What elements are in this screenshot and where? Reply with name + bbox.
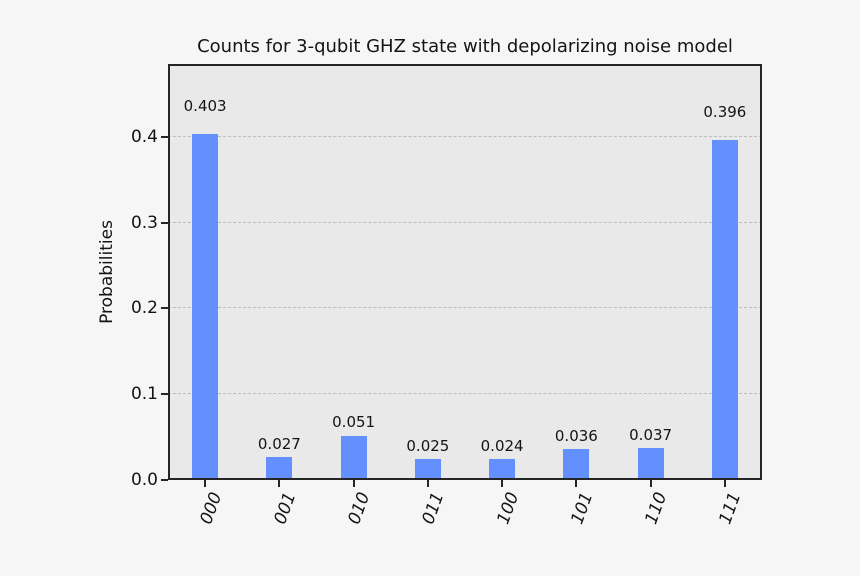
- x-tick-label: 001: [270, 489, 301, 527]
- y-axis-label: Probabilities: [97, 220, 117, 324]
- bar-100: [489, 459, 516, 480]
- x-tick-mark: [278, 480, 281, 487]
- bar-value-label: 0.025: [406, 436, 450, 455]
- bar-011: [414, 458, 441, 480]
- y-tick-label: 0.0: [130, 470, 158, 490]
- x-tick-label: 100: [493, 489, 523, 527]
- x-tick-label: 111: [715, 489, 746, 527]
- bar-111: [711, 140, 738, 480]
- bar-010: [340, 436, 367, 480]
- bar-value-label: 0.403: [183, 97, 227, 116]
- y-tick-mark: [161, 479, 168, 481]
- bar-value-label: 0.396: [703, 103, 747, 122]
- x-tick-label: 000: [196, 489, 226, 527]
- x-tick-mark: [649, 480, 652, 487]
- x-tick-mark: [723, 480, 726, 487]
- x-tick-label: 101: [567, 489, 598, 527]
- bar-value-label: 0.024: [480, 437, 524, 456]
- y-tick-label: 0.3: [130, 212, 158, 233]
- x-tick-label: 010: [344, 489, 375, 527]
- x-tick-mark: [575, 480, 578, 487]
- y-gridline: [168, 393, 762, 395]
- x-tick-mark: [426, 480, 429, 487]
- y-gridline: [168, 307, 762, 309]
- y-tick-mark: [161, 393, 168, 396]
- y-tick-mark: [161, 307, 168, 310]
- y-tick-label: 0.1: [130, 384, 158, 405]
- bar-value-label: 0.051: [332, 413, 376, 432]
- bar-value-label: 0.037: [629, 425, 673, 444]
- x-tick-label: 011: [418, 489, 449, 527]
- y-tick-mark: [161, 221, 168, 224]
- chart-title: Counts for 3-qubit GHZ state with depola…: [197, 36, 733, 57]
- plot-area: [168, 64, 762, 480]
- bar-001: [266, 456, 293, 480]
- y-gridline: [168, 221, 762, 223]
- x-tick-mark: [352, 480, 355, 487]
- x-tick-mark: [501, 480, 504, 487]
- y-gridline: [168, 135, 762, 137]
- x-tick-mark: [204, 480, 207, 487]
- x-tick-label: 110: [641, 489, 672, 527]
- bar-value-label: 0.027: [257, 434, 301, 453]
- bar-110: [637, 448, 664, 480]
- y-tick-label: 0.4: [130, 126, 158, 147]
- y-tick-mark: [161, 135, 168, 138]
- y-tick-label: 0.2: [130, 298, 158, 319]
- bar-101: [563, 449, 590, 480]
- bar-000: [192, 134, 219, 480]
- bar-value-label: 0.036: [554, 426, 598, 445]
